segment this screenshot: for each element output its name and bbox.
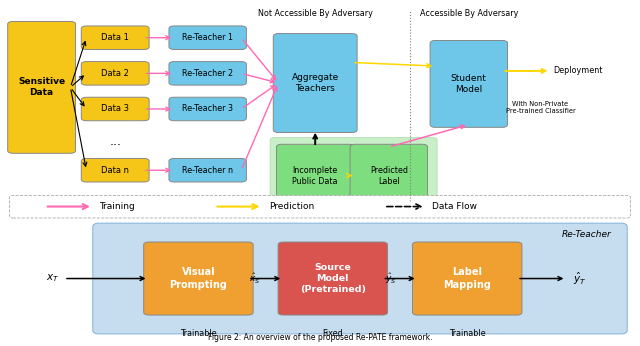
FancyBboxPatch shape	[10, 195, 630, 218]
Text: Figure 2: An overview of the proposed Re-PATE framework.: Figure 2: An overview of the proposed Re…	[208, 333, 432, 342]
Text: Not Accessible By Adversary: Not Accessible By Adversary	[258, 9, 373, 18]
FancyBboxPatch shape	[278, 242, 388, 315]
Text: Incomplete
Public Data: Incomplete Public Data	[292, 165, 338, 186]
Text: Fixed: Fixed	[323, 329, 343, 338]
Text: With Non-Private
Pre-trained Classifier: With Non-Private Pre-trained Classifier	[506, 101, 575, 114]
Text: Aggregate
Teachers: Aggregate Teachers	[292, 73, 339, 93]
Text: Trainable: Trainable	[180, 329, 217, 338]
Text: Data 2: Data 2	[101, 69, 129, 78]
Text: Data 1: Data 1	[101, 33, 129, 42]
FancyBboxPatch shape	[8, 21, 76, 153]
Text: Re-Teacher 1: Re-Teacher 1	[182, 33, 233, 42]
FancyBboxPatch shape	[81, 97, 149, 121]
FancyBboxPatch shape	[350, 144, 428, 207]
Text: ...: ...	[109, 135, 121, 148]
Text: Visual
Prompting: Visual Prompting	[170, 267, 227, 290]
Text: Student
Model: Student Model	[451, 74, 487, 94]
FancyBboxPatch shape	[273, 34, 357, 133]
Text: $\hat{y}_S$: $\hat{y}_S$	[385, 271, 396, 286]
Text: Deployment: Deployment	[554, 66, 603, 75]
Text: Trainable: Trainable	[449, 329, 486, 338]
Text: Re-Teacher n: Re-Teacher n	[182, 166, 233, 175]
Text: $x_T$: $x_T$	[46, 273, 59, 284]
Text: Data Flow: Data Flow	[432, 202, 477, 211]
FancyBboxPatch shape	[93, 223, 627, 334]
FancyBboxPatch shape	[81, 158, 149, 182]
Text: Re-Teacher 2: Re-Teacher 2	[182, 69, 233, 78]
FancyBboxPatch shape	[169, 97, 246, 121]
FancyBboxPatch shape	[81, 62, 149, 85]
Text: Sensitive
Data: Sensitive Data	[18, 77, 65, 98]
Text: $\hat{y}_T$: $\hat{y}_T$	[573, 270, 586, 287]
Text: Prediction: Prediction	[269, 202, 314, 211]
FancyBboxPatch shape	[270, 137, 437, 212]
Text: Source
Model
(Pretrained): Source Model (Pretrained)	[300, 263, 366, 294]
FancyBboxPatch shape	[276, 144, 354, 207]
Text: Data n: Data n	[101, 166, 129, 175]
FancyBboxPatch shape	[169, 26, 246, 49]
FancyBboxPatch shape	[412, 242, 522, 315]
Text: Accessible By Adversary: Accessible By Adversary	[420, 9, 518, 18]
Text: Training: Training	[99, 202, 135, 211]
Text: Re-Teacher 3: Re-Teacher 3	[182, 104, 233, 113]
Text: Predicted
Label: Predicted Label	[370, 165, 408, 186]
Text: Re-Teacher: Re-Teacher	[561, 230, 611, 239]
FancyBboxPatch shape	[81, 26, 149, 49]
FancyBboxPatch shape	[430, 40, 508, 127]
Text: Data 3: Data 3	[101, 104, 129, 113]
FancyBboxPatch shape	[169, 62, 246, 85]
FancyBboxPatch shape	[143, 242, 253, 315]
Text: $\hat{x}_S$: $\hat{x}_S$	[249, 272, 260, 285]
Text: Label
Mapping: Label Mapping	[444, 267, 491, 290]
FancyBboxPatch shape	[169, 158, 246, 182]
